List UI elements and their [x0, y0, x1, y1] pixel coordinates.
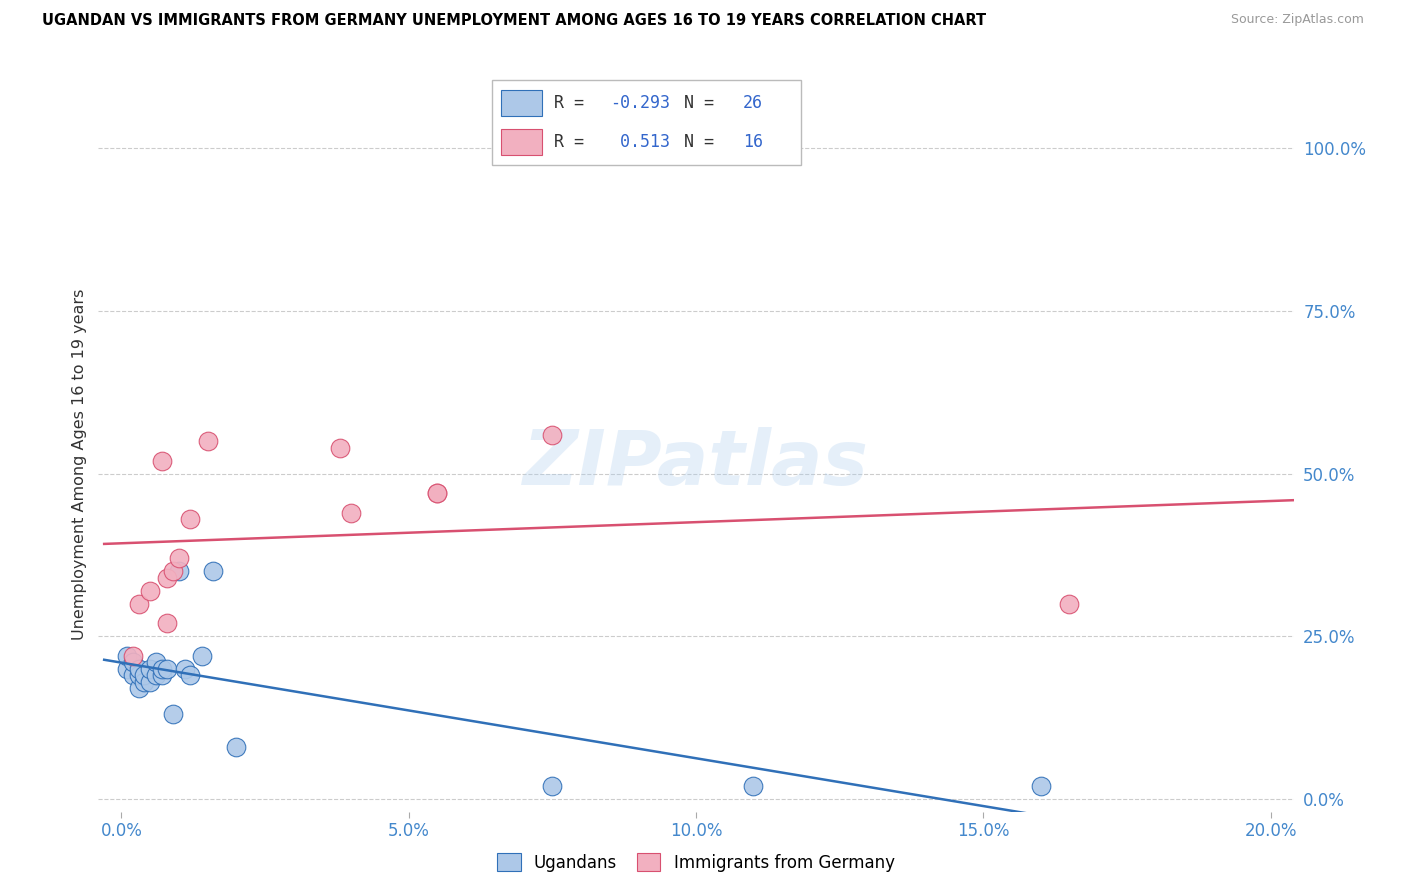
Point	[145, 655, 167, 669]
Text: -0.293: -0.293	[610, 95, 669, 112]
Point	[202, 564, 225, 578]
Y-axis label: Unemployment Among Ages 16 to 19 years: Unemployment Among Ages 16 to 19 years	[72, 288, 87, 640]
Bar	[502, 90, 541, 116]
Text: UGANDAN VS IMMIGRANTS FROM GERMANY UNEMPLOYMENT AMONG AGES 16 TO 19 YEARS CORREL: UGANDAN VS IMMIGRANTS FROM GERMANY UNEMP…	[42, 13, 986, 29]
Point	[1059, 597, 1081, 611]
Point	[139, 674, 162, 689]
Point	[139, 583, 162, 598]
Legend: Ugandans, Immigrants from Germany: Ugandans, Immigrants from Germany	[489, 845, 903, 880]
Point	[128, 681, 150, 695]
Point	[156, 662, 179, 676]
Point	[1029, 779, 1052, 793]
Text: ZIPatlas: ZIPatlas	[523, 427, 869, 500]
Point	[162, 564, 184, 578]
Point	[122, 648, 145, 663]
Point	[225, 739, 247, 754]
Point	[128, 662, 150, 676]
Point	[134, 674, 156, 689]
Text: Source: ZipAtlas.com: Source: ZipAtlas.com	[1230, 13, 1364, 27]
Text: N =: N =	[683, 133, 724, 151]
Text: 0.513: 0.513	[610, 133, 669, 151]
FancyBboxPatch shape	[492, 80, 801, 165]
Point	[179, 512, 201, 526]
Point	[128, 668, 150, 682]
Bar	[502, 129, 541, 155]
Point	[145, 668, 167, 682]
Point	[156, 616, 179, 631]
Point	[156, 571, 179, 585]
Point	[191, 648, 214, 663]
Point	[150, 453, 173, 467]
Point	[167, 551, 190, 566]
Point	[197, 434, 219, 448]
Text: R =: R =	[554, 133, 605, 151]
Point	[541, 779, 564, 793]
Point	[134, 668, 156, 682]
Text: 26: 26	[742, 95, 762, 112]
Point	[115, 662, 138, 676]
Point	[122, 668, 145, 682]
Point	[162, 707, 184, 722]
Text: R =: R =	[554, 95, 593, 112]
Text: 16: 16	[742, 133, 762, 151]
Point	[150, 668, 173, 682]
Point	[541, 427, 564, 442]
Point	[742, 779, 765, 793]
Text: N =: N =	[683, 95, 724, 112]
Point	[150, 662, 173, 676]
Point	[115, 648, 138, 663]
Point	[128, 597, 150, 611]
Point	[122, 655, 145, 669]
Point	[329, 441, 352, 455]
Point	[426, 486, 449, 500]
Point	[167, 564, 190, 578]
Point	[173, 662, 195, 676]
Point	[426, 486, 449, 500]
Point	[340, 506, 363, 520]
Point	[179, 668, 201, 682]
Point	[139, 662, 162, 676]
